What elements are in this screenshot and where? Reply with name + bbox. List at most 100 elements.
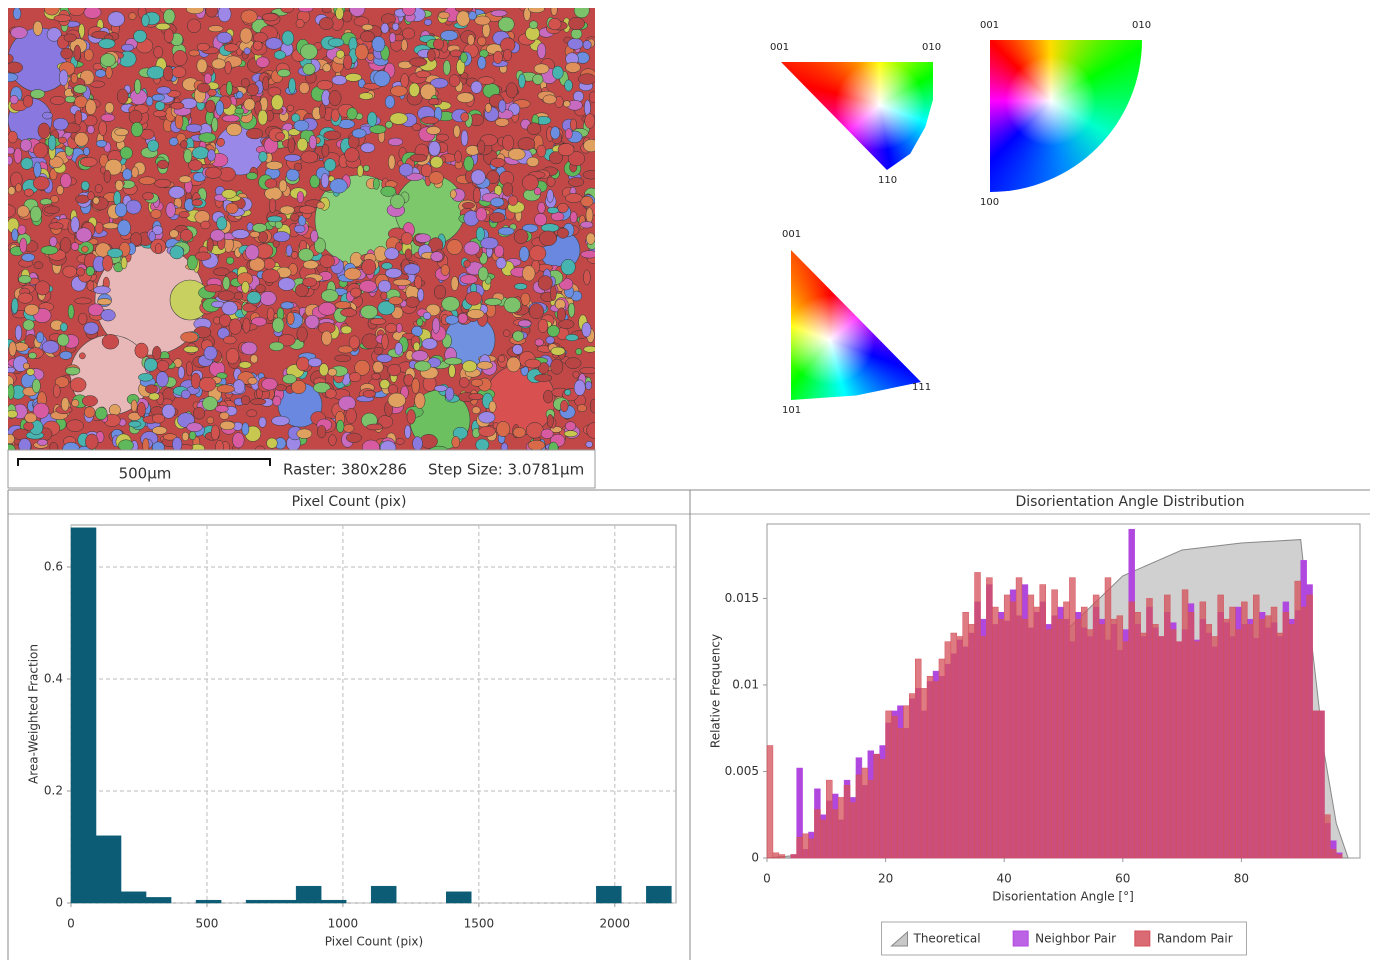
grain: [149, 393, 160, 400]
grain: [244, 48, 251, 55]
grain: [382, 334, 389, 349]
grain: [181, 390, 190, 399]
bar: [1034, 607, 1040, 858]
grain: [88, 192, 95, 200]
grain: [17, 206, 29, 218]
y-tick-label: 0.01: [732, 677, 759, 691]
bar: [1129, 602, 1135, 858]
grain: [208, 25, 223, 31]
grain: [396, 438, 404, 444]
grain: [529, 303, 543, 318]
grain: [76, 268, 84, 277]
grain: [296, 19, 304, 28]
grain: [247, 291, 261, 303]
grain: [464, 242, 480, 256]
bar: [1176, 642, 1182, 858]
ipf-label: 111: [912, 382, 931, 393]
bar: [1058, 619, 1064, 858]
grain: [253, 32, 267, 42]
grain: [223, 276, 230, 289]
grain: [565, 193, 582, 202]
grain: [535, 339, 544, 346]
grain: [15, 184, 21, 192]
bar: [596, 886, 621, 903]
grain: [8, 131, 18, 143]
grain: [169, 186, 185, 198]
grain: [192, 199, 203, 206]
grain: [287, 312, 294, 325]
x-tick-label: 2000: [600, 917, 631, 931]
x-tick-label: 40: [997, 872, 1012, 886]
grain: [360, 31, 374, 42]
grain: [157, 160, 168, 169]
grain: [20, 139, 31, 151]
grain: [335, 301, 351, 308]
grain: [226, 81, 232, 95]
grain: [406, 297, 420, 308]
grain: [518, 320, 531, 327]
grain: [485, 298, 502, 305]
grain: [193, 407, 205, 419]
grain: [401, 73, 409, 87]
grain: [319, 104, 325, 118]
grain: [294, 225, 305, 233]
grain: [519, 246, 529, 261]
bar: [1022, 619, 1028, 858]
bar: [1235, 630, 1241, 858]
grain: [276, 132, 285, 140]
grain: [441, 265, 450, 276]
grain: [132, 167, 139, 178]
legend-swatch: [1013, 931, 1028, 946]
grain: [157, 360, 169, 371]
grain: [361, 143, 375, 153]
grain: [514, 283, 527, 289]
grain: [222, 115, 239, 122]
grain: [466, 292, 482, 306]
grain: [581, 196, 593, 206]
grain: [471, 379, 483, 386]
grain: [186, 5, 204, 14]
grain: [6, 367, 15, 373]
grain: [477, 140, 485, 154]
grain: [267, 308, 274, 321]
grain: [182, 432, 189, 441]
grain: [108, 12, 125, 27]
grain: [373, 178, 379, 189]
grain: [477, 361, 493, 369]
grain: [21, 158, 33, 170]
grain: [557, 228, 568, 238]
grain: [450, 190, 456, 199]
grain: [99, 39, 116, 49]
bar: [1111, 619, 1117, 858]
bar: [820, 820, 826, 858]
grain: [215, 405, 228, 412]
grain: [507, 357, 521, 372]
grain: [297, 191, 304, 202]
grain: [82, 246, 89, 252]
grain: [473, 187, 480, 203]
grain: [259, 417, 266, 428]
grain: [262, 378, 278, 390]
grain: [360, 305, 377, 319]
grain: [341, 326, 352, 334]
grain: [25, 304, 39, 315]
y-tick-label: 0: [751, 851, 759, 865]
grain: [101, 114, 115, 122]
grain: [565, 358, 581, 369]
bar: [915, 659, 921, 858]
grain: [74, 132, 88, 146]
grain: [24, 422, 34, 430]
grain: [273, 396, 281, 406]
bar: [1016, 578, 1022, 858]
bar: [797, 837, 803, 858]
grain: [187, 19, 200, 33]
grain: [93, 286, 110, 294]
grain: [179, 176, 191, 183]
grain: [363, 165, 369, 171]
grain: [478, 56, 486, 69]
bar: [1099, 624, 1105, 858]
grain: [18, 225, 26, 235]
grain: [0, 205, 15, 218]
grain: [329, 435, 337, 446]
grain: [352, 129, 366, 138]
